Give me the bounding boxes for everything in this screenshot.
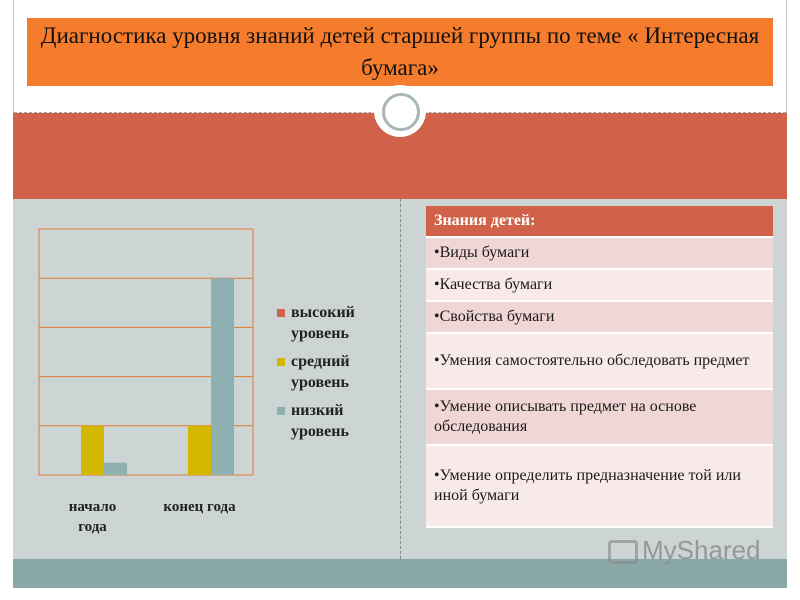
slide-title: Диагностика уровня знаний детей старшей … bbox=[40, 23, 760, 80]
watermark-text: MyShared bbox=[642, 535, 761, 565]
knowledge-table: Знания детей: •Виды бумаги •Качества бум… bbox=[426, 206, 773, 528]
knowledge-item: •Виды бумаги bbox=[426, 237, 773, 270]
legend-label: высокий уровень bbox=[291, 304, 355, 342]
legend-swatch bbox=[277, 309, 285, 317]
column-divider bbox=[400, 199, 401, 559]
bar-средний-уровень-1 bbox=[188, 425, 211, 475]
table-row: •Свойства бумаги bbox=[426, 301, 773, 334]
x-tick-labels: начало года конец года bbox=[69, 499, 236, 535]
knowledge-item: •Умение описывать предмет на основе обсл… bbox=[426, 389, 773, 446]
knowledge-header-row: Знания детей: bbox=[426, 206, 773, 238]
bar-средний-уровень-0 bbox=[81, 425, 104, 475]
table-row: •Умение определить предназначение той ил… bbox=[426, 445, 773, 528]
legend-swatch bbox=[277, 407, 285, 415]
knowledge-item: •Умения самостоятельно обследовать предм… bbox=[426, 333, 773, 390]
knowledge-item: •Умение определить предназначение той ил… bbox=[426, 445, 773, 528]
bar-низкий-уровень-1 bbox=[211, 278, 234, 475]
table-row: •Качества бумаги bbox=[426, 269, 773, 302]
decorative-ring-icon bbox=[382, 93, 420, 131]
bars bbox=[81, 278, 234, 475]
level-bar-chart: начало года конец года высокий уровень средн… bbox=[38, 228, 355, 535]
knowledge-item: •Свойства бумаги bbox=[426, 301, 773, 334]
knowledge-header: Знания детей: bbox=[426, 206, 773, 238]
legend-label: средний уровень bbox=[291, 353, 350, 391]
slide-bottom-frame bbox=[0, 588, 800, 600]
bar-низкий-уровень-0 bbox=[104, 462, 127, 475]
knowledge-item: •Качества бумаги bbox=[426, 269, 773, 302]
x-tick-label: начало года bbox=[69, 499, 117, 535]
watermark-icon bbox=[608, 540, 638, 564]
x-tick-label: конец года bbox=[163, 499, 236, 515]
legend-label: низкий уровень bbox=[291, 402, 349, 440]
table-row: •Умение описывать предмет на основе обсл… bbox=[426, 389, 773, 446]
legend-swatch bbox=[277, 358, 285, 366]
title-box bbox=[27, 18, 773, 86]
footer-band bbox=[13, 559, 787, 588]
legend: высокий уровень средний уровень низкий уровен… bbox=[277, 304, 355, 440]
table-row: •Виды бумаги bbox=[426, 237, 773, 270]
table-row: •Умения самостоятельно обследовать предм… bbox=[426, 333, 773, 390]
